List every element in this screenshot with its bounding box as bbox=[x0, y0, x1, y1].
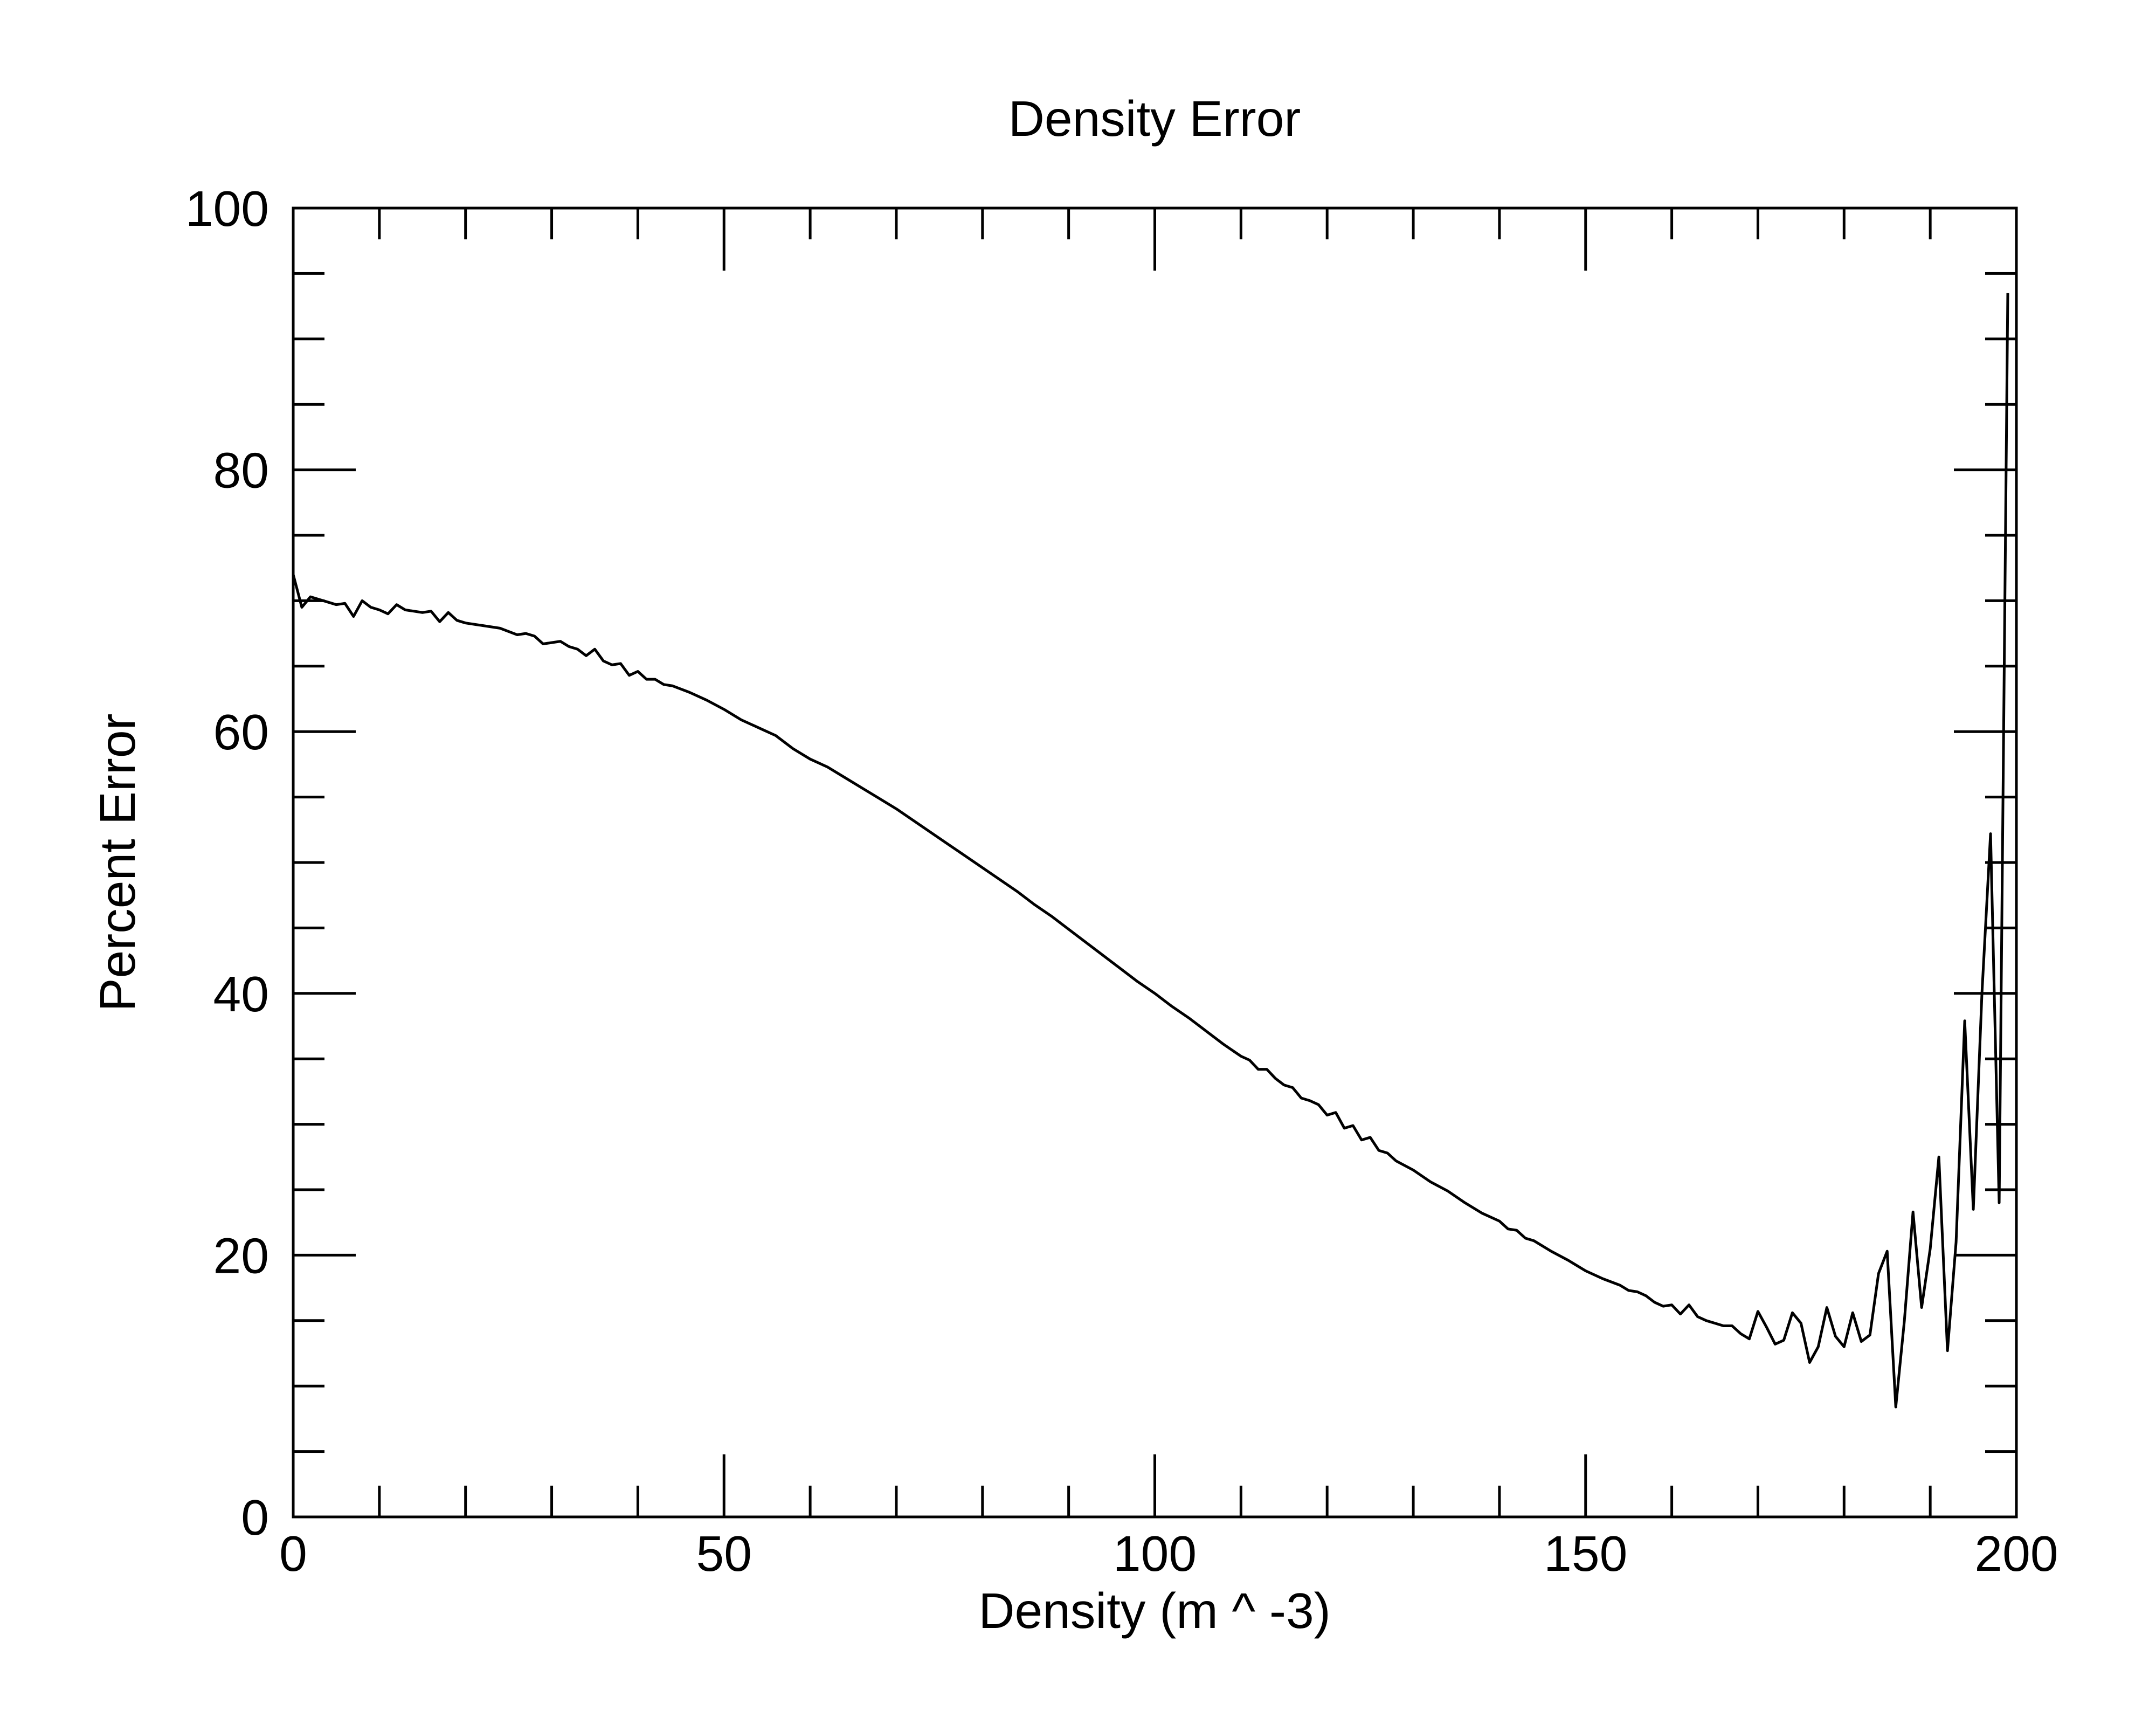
y-tick-label: 80 bbox=[213, 443, 269, 499]
chart-title: Density Error bbox=[1008, 91, 1301, 147]
x-tick-label: 200 bbox=[1974, 1526, 2058, 1582]
y-tick-label: 40 bbox=[213, 966, 269, 1022]
y-tick-label: 0 bbox=[241, 1489, 269, 1545]
x-tick-label: 100 bbox=[1113, 1526, 1197, 1582]
plot-frame bbox=[292, 206, 2018, 1519]
x-axis-label: Density (m ^ -3) bbox=[978, 1583, 1330, 1639]
x-tick-label: 50 bbox=[696, 1526, 752, 1582]
y-axis-label: Percent Error bbox=[89, 713, 146, 1011]
y-tick-label: 60 bbox=[213, 704, 269, 760]
data-line bbox=[292, 293, 2009, 1409]
x-tick-label: 150 bbox=[1544, 1526, 1627, 1582]
y-tick-label: 100 bbox=[185, 181, 269, 237]
x-tick-label: 0 bbox=[279, 1526, 307, 1582]
y-tick-label: 20 bbox=[213, 1227, 269, 1284]
